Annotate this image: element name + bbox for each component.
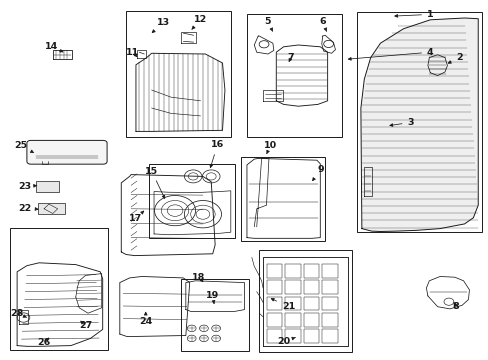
Text: 7: 7	[287, 53, 294, 62]
Text: 5: 5	[264, 17, 272, 31]
Text: 12: 12	[192, 15, 207, 29]
Bar	[303, 313, 319, 327]
Bar	[322, 313, 337, 327]
Text: 3: 3	[389, 118, 413, 127]
Text: 21: 21	[271, 298, 295, 311]
Bar	[285, 264, 300, 278]
Bar	[285, 329, 300, 343]
Bar	[266, 264, 282, 278]
Text: 16: 16	[209, 140, 224, 167]
Bar	[285, 313, 300, 327]
Bar	[149, 164, 234, 238]
Bar	[285, 280, 300, 294]
Bar	[266, 280, 282, 294]
Bar	[266, 313, 282, 327]
Bar	[266, 329, 282, 343]
Bar	[240, 157, 325, 241]
Text: 1: 1	[394, 10, 433, 19]
Bar	[303, 297, 319, 310]
Bar	[259, 250, 351, 352]
Bar	[181, 279, 249, 351]
Bar	[246, 14, 342, 137]
Text: 27: 27	[79, 321, 92, 330]
Text: 24: 24	[139, 312, 152, 325]
Text: 11: 11	[126, 48, 140, 57]
Text: 23: 23	[18, 182, 37, 191]
Bar	[356, 12, 481, 232]
Bar	[38, 203, 65, 214]
Text: 6: 6	[319, 17, 326, 31]
Bar	[303, 280, 319, 294]
Text: 13: 13	[152, 18, 170, 32]
Bar	[322, 329, 337, 343]
Text: 28: 28	[10, 309, 26, 318]
Text: 25: 25	[15, 141, 33, 153]
Text: 14: 14	[44, 42, 63, 52]
Text: 26: 26	[37, 338, 51, 347]
Text: 15: 15	[145, 166, 164, 198]
Text: 20: 20	[277, 337, 295, 346]
Bar	[303, 264, 319, 278]
Text: 4: 4	[347, 48, 433, 60]
Bar	[126, 11, 231, 137]
Bar	[322, 264, 337, 278]
Text: 8: 8	[452, 302, 459, 311]
Bar	[10, 228, 107, 350]
FancyBboxPatch shape	[27, 140, 107, 164]
Bar	[36, 181, 59, 192]
Text: 22: 22	[18, 204, 38, 212]
Polygon shape	[360, 18, 477, 231]
Text: 17: 17	[129, 211, 143, 223]
Bar	[303, 329, 319, 343]
Text: 10: 10	[264, 141, 276, 153]
Text: 9: 9	[312, 165, 324, 181]
Bar	[266, 297, 282, 310]
Text: 19: 19	[205, 292, 219, 303]
Text: 2: 2	[447, 53, 462, 63]
Bar	[322, 280, 337, 294]
Bar	[285, 297, 300, 310]
Bar	[322, 297, 337, 310]
Text: 18: 18	[192, 273, 205, 282]
